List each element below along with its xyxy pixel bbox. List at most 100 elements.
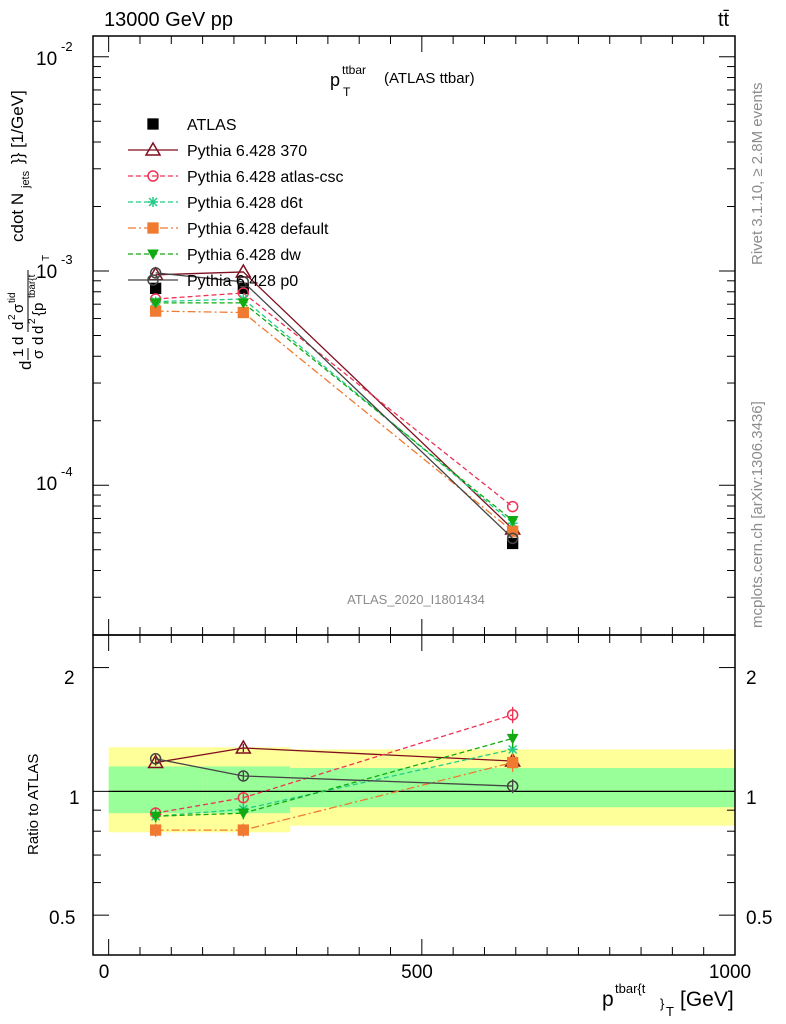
main-plot-title: p ttbar T (ATLAS ttbar) [330,63,475,99]
main-series [150,294,518,529]
ratio-data-point [237,770,250,782]
main-series-line [155,298,514,524]
legend-marker [148,197,158,207]
ratio-data-point [506,733,519,745]
title-rest: (ATLAS ttbar) [384,70,475,87]
ylabel-frac2-num: d [10,337,27,345]
ylabel-frac3-den-b: 2 [27,318,38,324]
xlabel-p: p [602,988,614,1011]
legend-entry: Pythia 6.428 d6t [128,195,303,212]
legend-marker [144,141,162,156]
main-series-line [155,292,514,508]
title-sub: T [343,85,351,99]
main-data-point [237,306,249,319]
ylabel-frac1-num: 1 [10,349,27,357]
main-data-point [149,298,162,309]
legend-marker [147,170,159,182]
ratio-data-point [237,791,250,804]
title-p: p [330,70,340,90]
process-label: tt̄ [718,9,730,31]
legend: ATLAS Pythia 6.428 370 Pythia 6.428 atlas-… [128,117,344,290]
ratio-y-axis-label: Ratio to ATLAS [25,754,42,855]
legend-marker [147,274,159,286]
ratio-axis-ticks [93,635,736,955]
ylabel-frac3-num-sup: tid [7,292,18,303]
x-tick-labels: 0 500 1000 [99,962,751,983]
x-tick-0: 0 [99,962,110,983]
ylabel-front: d [16,361,35,370]
ylabel-frac3-den-sup: tbar{t [27,274,38,298]
main-axis-ticks [93,36,736,636]
ratio-data-point [506,756,519,769]
legend-label: Pythia 6.428 atlas-csc [187,169,344,186]
xlabel-sup: tbar{t [615,981,646,996]
legend-marker [147,118,159,130]
main-series [149,267,519,545]
ylabel-frac2-den: d [30,337,47,345]
y-tick-label-1e-4-exp: -4 [61,464,73,479]
ratio-y-tick-labels: 0.5 1 2 0.5 1 2 [49,668,772,929]
legend-label: ATLAS [187,117,237,134]
ratio-y-tick-1: 1 [69,788,80,809]
main-data-point [506,532,519,545]
ratio-data-point [149,824,162,836]
main-series [149,287,519,513]
xlabel-rest: [GeV] [680,988,734,1011]
legend-entry: Pythia 6.428 370 [128,141,307,160]
svg-text:p: p [330,70,340,90]
y-tick-label-1e-2: 10 [36,49,57,70]
rivet-label: Rivet 3.1.10, ≥ 2.8M events [749,83,766,266]
ratio-data-point-stroke [508,744,518,754]
ylabel-tail-end: }} [1/GeV] [8,90,27,164]
main-series [149,282,519,550]
xlabel-sub2: T [666,1004,674,1019]
ylabel-frac3-den-sub: T [41,255,52,261]
ylabel-frac3-num-a: d [10,322,27,330]
main-y-axis-label: d 1 σ d d d 2 σ tid d 2 {p tbar{t T cdot… [7,90,52,370]
ratio-plot-frame [92,634,736,956]
legend-entry: Pythia 6.428 default [128,221,329,238]
ratio-data-point [235,739,252,754]
ylabel-frac3-den-a: d [30,326,47,334]
ratio-y-tick-0p5: 0.5 [49,908,75,929]
ratio-data-point [237,808,250,820]
main-series [149,305,519,537]
legend-entry: ATLAS [147,117,237,134]
ratio-data-point [506,709,519,721]
main-data-point [506,500,519,513]
main-series [149,298,519,527]
legend-label: Pythia 6.428 p0 [187,273,298,290]
ylabel-frac3-num-b: 2 [7,314,18,320]
ratio-data-point [149,811,162,823]
y-tick-label-1e-2-exp: -2 [61,39,73,54]
band-inner-0 [108,766,203,814]
ratio-y-tick-1-right: 1 [746,788,757,809]
legend-marker-stroke [148,197,158,207]
legend-marker [147,222,159,234]
ratio-y-tick-2: 2 [64,668,75,689]
y-tick-label-1e-3-exp: -3 [61,252,73,267]
ratio-y-tick-2-right: 2 [746,668,757,689]
ratio-data-point [149,753,162,765]
legend-entry: Pythia 6.428 dw [128,247,301,264]
ylabel-tail-sub: jets [20,170,32,189]
ratio-y-tick-0p5-right: 0.5 [746,908,772,929]
ratio-series-layer [147,706,521,837]
main-series-line [155,272,514,539]
ratio-series [149,753,519,837]
legend-label: Pythia 6.428 370 [187,143,307,160]
main-series-line [155,271,514,530]
ratio-data-point [237,824,249,836]
xlabel-sub: } [660,996,665,1011]
title-sup: ttbar [342,63,366,77]
x-axis-label: p tbar{t } T [GeV] [602,981,734,1019]
ratio-series-line [155,737,513,817]
main-data-point [149,267,162,279]
y-tick-label-1e-3: 10 [36,262,57,283]
ratio-uncertainty-bands [108,747,735,833]
x-tick-1000: 1000 [709,962,751,983]
main-data-point [506,515,519,527]
main-data-point [237,298,250,309]
main-series [147,263,521,535]
energy-label: 13000 GeV pp [104,9,233,31]
